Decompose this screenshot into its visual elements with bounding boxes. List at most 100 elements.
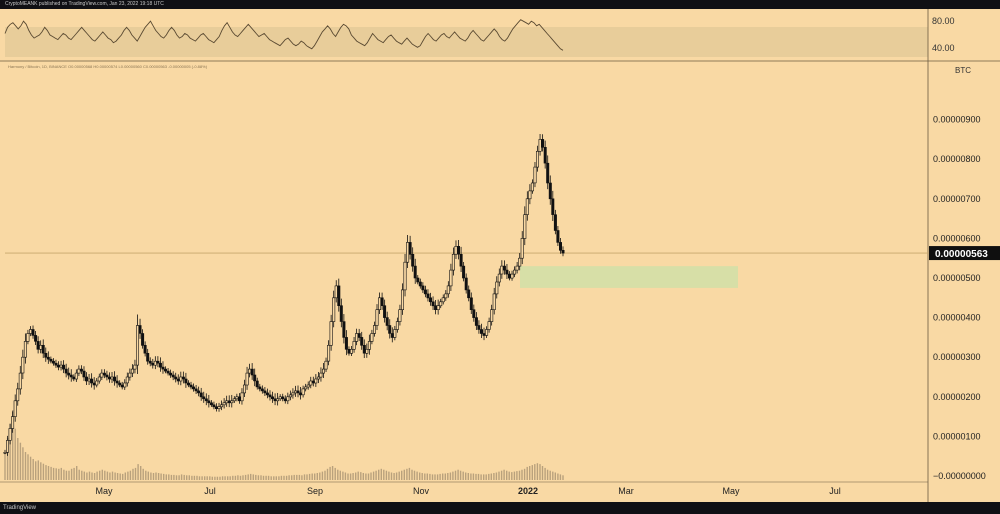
candle-body xyxy=(69,374,73,378)
candle-body xyxy=(176,378,180,382)
candle-body xyxy=(44,352,48,358)
volume-bar xyxy=(116,473,119,480)
volume-bar xyxy=(9,424,11,480)
publish-header-text: CryptoMEANK published on TradingView.com… xyxy=(5,1,164,7)
y-tick-label: 0.00000100 xyxy=(933,431,981,441)
candle-body xyxy=(454,246,458,255)
candle-body xyxy=(207,400,211,404)
volume-bar xyxy=(339,470,341,480)
volume-bar xyxy=(35,461,37,480)
candle-body xyxy=(383,305,387,318)
candle-body xyxy=(487,321,491,330)
volume-bar xyxy=(416,471,418,480)
candle-body xyxy=(273,398,277,402)
rsi-line xyxy=(4,19,564,51)
candle-body xyxy=(253,374,257,382)
candle-body xyxy=(515,265,519,271)
candle-body xyxy=(181,376,185,380)
candle-body xyxy=(304,386,308,390)
candle-body xyxy=(319,372,323,378)
volume-bar xyxy=(255,474,257,480)
volume-bar xyxy=(209,476,211,480)
volume-bar xyxy=(393,473,395,480)
volume-bar xyxy=(506,470,508,480)
volume-bar xyxy=(488,473,490,480)
volume-bar xyxy=(283,475,285,480)
candle-body xyxy=(192,386,196,390)
volume-bar xyxy=(278,476,280,480)
volume-bar xyxy=(91,472,93,480)
candle-body xyxy=(349,348,353,354)
candle-body xyxy=(370,333,374,342)
volume-bar xyxy=(352,473,354,480)
volume-bar xyxy=(165,474,167,480)
candle-body xyxy=(62,364,66,370)
candle-body xyxy=(528,190,532,200)
footer-bar xyxy=(0,502,1000,514)
volume-bar xyxy=(170,474,173,480)
volume-bar xyxy=(421,473,423,480)
volume-bar xyxy=(434,474,436,480)
x-tick-label: Jul xyxy=(829,486,841,496)
volume-bar xyxy=(19,442,22,480)
candle-body xyxy=(243,384,247,394)
candle-body xyxy=(362,344,366,354)
candle-body xyxy=(13,400,17,417)
candle-body xyxy=(237,396,241,402)
y-tick-label: 0.00000600 xyxy=(933,233,981,243)
candle-body xyxy=(263,390,267,394)
volume-bar xyxy=(127,471,129,480)
volume-bar xyxy=(96,471,98,480)
candle-body xyxy=(46,356,50,360)
candle-body xyxy=(485,329,489,336)
candle-body xyxy=(171,374,175,378)
volume-bar xyxy=(413,470,416,480)
volume-bar xyxy=(449,472,452,480)
volume-bar xyxy=(124,472,126,480)
volume-bar xyxy=(244,474,247,480)
candle-body xyxy=(82,370,86,378)
x-tick-label: Jul xyxy=(204,486,216,496)
candle-body xyxy=(551,198,555,215)
candle-body xyxy=(505,269,509,275)
candle-body xyxy=(479,329,483,334)
volume-bar xyxy=(227,476,229,480)
candle-body xyxy=(164,368,168,372)
candle-body xyxy=(18,372,22,390)
candle-body xyxy=(92,382,96,386)
candle-body xyxy=(548,182,552,200)
candle-body xyxy=(543,147,547,164)
candle-body xyxy=(446,285,450,295)
candle-body xyxy=(87,378,91,382)
volume-bar xyxy=(467,473,469,480)
candle-body xyxy=(403,261,407,291)
volume-bar xyxy=(45,465,47,480)
volume-bar xyxy=(424,473,426,480)
candles xyxy=(3,134,565,456)
volume-bar xyxy=(55,468,57,480)
volume-bar xyxy=(531,465,533,480)
candle-body xyxy=(130,368,134,374)
candle-body xyxy=(449,269,453,287)
candle-body xyxy=(357,333,361,338)
candle-body xyxy=(283,398,287,402)
candle-body xyxy=(258,386,262,390)
candle-body xyxy=(95,380,99,386)
volume-bar xyxy=(357,471,359,480)
candle-body xyxy=(8,428,12,441)
volume-bar xyxy=(142,468,144,480)
volume-bar xyxy=(557,473,559,480)
volume-bar xyxy=(257,475,260,480)
candle-body xyxy=(434,305,438,311)
candle-body xyxy=(558,242,562,251)
candle-body xyxy=(400,289,404,310)
volume-bar xyxy=(500,470,503,480)
candle-body xyxy=(23,341,27,358)
candle-body xyxy=(151,362,155,366)
candle-body xyxy=(431,301,435,307)
volume-bar xyxy=(157,473,160,480)
candle-body xyxy=(291,392,295,396)
volume-bar xyxy=(465,472,467,480)
candle-body xyxy=(41,344,45,354)
